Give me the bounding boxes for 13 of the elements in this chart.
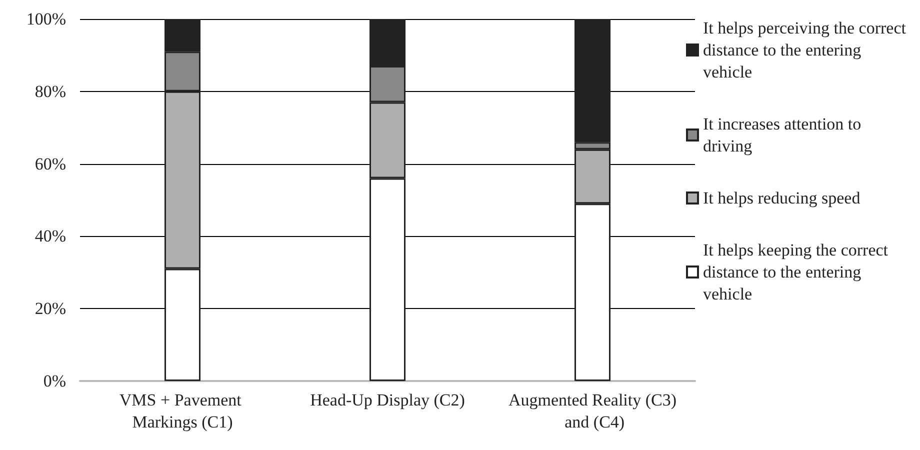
y-tick-label: 40% [34,226,66,246]
y-tick-label: 80% [34,82,66,101]
legend-label: It increases attention to driving [703,114,866,156]
x-tick-label: Head-Up Display (C2) [310,390,465,410]
y-tick-label: 20% [34,299,66,318]
y-tick-label: 60% [34,154,66,174]
x-tick-label: VMS + Pavement Markings (C1) [119,390,246,432]
legend-label: It helps reducing speed [703,188,861,208]
legend-label: It helps keeping the correct distance to the entering vehicle [703,240,892,304]
legend-label: It helps perceiving the correct distance to the entering vehicle [703,18,910,82]
x-tick-label: Augmented Reality (C3) and (C4) [508,390,677,432]
y-tick-label: 0% [43,372,66,390]
y-tick-label: 100% [26,10,66,28]
